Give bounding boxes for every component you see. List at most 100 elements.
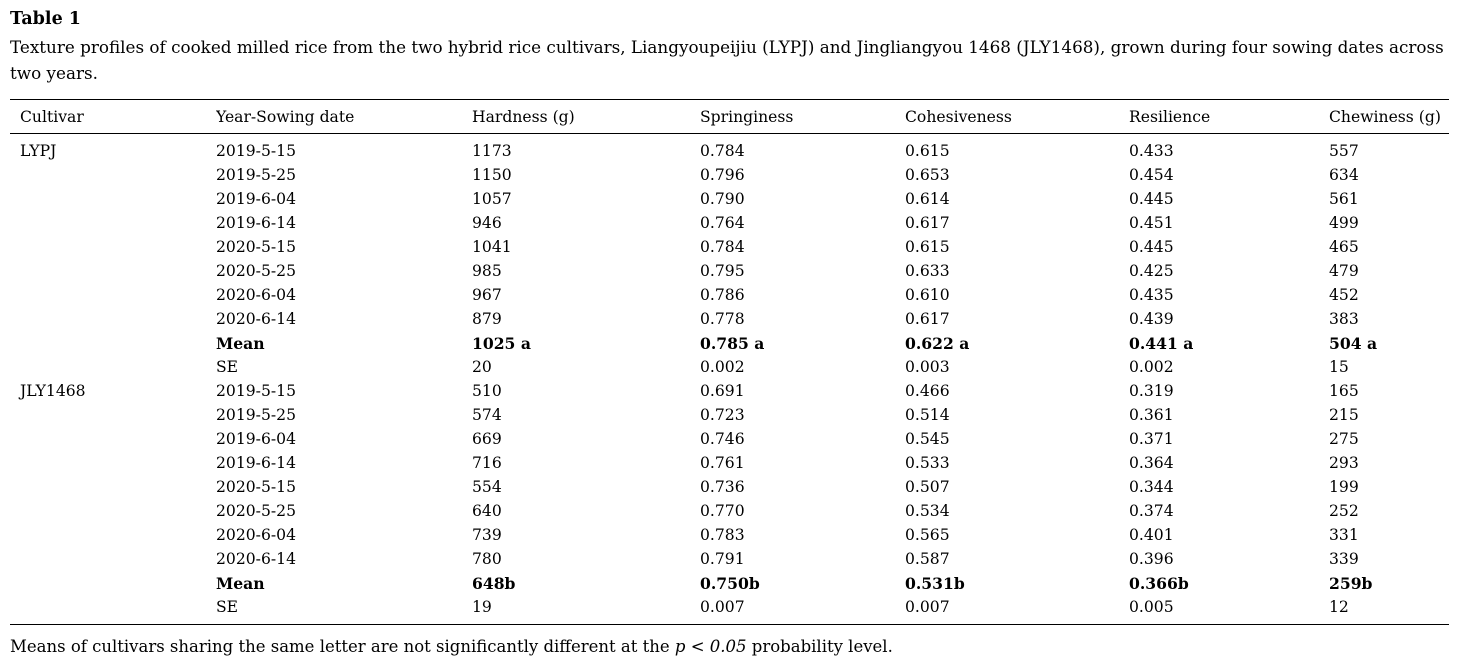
cell: 0.451 [1129, 214, 1174, 232]
cell: 275 [1329, 430, 1359, 448]
cell: 554 [472, 478, 502, 496]
cell: 0.785 a [700, 333, 765, 353]
column-header: Springiness [700, 107, 794, 126]
cell: 2020-6-14 [216, 550, 296, 568]
cell [10, 499, 216, 523]
table-row: 2019-6-14 946 0.764 0.617 0.451 499 [10, 211, 1449, 235]
cell: 0.441 a [1129, 333, 1194, 353]
cell: 0.533 [905, 454, 950, 472]
table-title: Table 1 [10, 9, 81, 29]
cell: 0.653 [905, 166, 950, 184]
cell: 452 [1329, 286, 1359, 304]
cell: 383 [1329, 310, 1359, 328]
cell [10, 283, 216, 307]
cell: 946 [472, 214, 502, 232]
cell: 0.007 [905, 598, 950, 616]
cell: 0.565 [905, 526, 950, 544]
table-row: SE 19 0.007 0.007 0.005 12 [10, 595, 1449, 625]
cell: 640 [472, 502, 502, 520]
cell: 0.445 [1129, 190, 1174, 208]
cell: 0.005 [1129, 598, 1174, 616]
cell: 1041 [472, 238, 512, 256]
cell: LYPJ [20, 142, 57, 160]
table-row: 2020-6-04 967 0.786 0.610 0.435 452 [10, 283, 1449, 307]
table-row: 2020-6-04 739 0.783 0.565 0.401 331 [10, 523, 1449, 547]
cell: 499 [1329, 214, 1359, 232]
cell: 0.002 [1129, 358, 1174, 376]
cell: 0.374 [1129, 502, 1174, 520]
cell: 985 [472, 262, 502, 280]
table-row: SE 20 0.002 0.003 0.002 15 [10, 355, 1449, 379]
cell: 0.344 [1129, 478, 1174, 496]
cell: 479 [1329, 262, 1359, 280]
cell: 0.783 [700, 526, 745, 544]
cell: 339 [1329, 550, 1359, 568]
cell [10, 235, 216, 259]
texture-profile-table: Cultivar Year-Sowing date Hardness (g) Spri… [10, 99, 1449, 625]
cell: 0.750b [700, 573, 760, 593]
cell: 0.746 [700, 430, 745, 448]
cell [10, 163, 216, 187]
cell: 259b [1329, 573, 1373, 593]
cell [10, 331, 216, 355]
cell: 2019-5-25 [216, 166, 296, 184]
cell: 716 [472, 454, 502, 472]
cell: 1150 [472, 166, 512, 184]
cell: 0.784 [700, 142, 745, 160]
cell [10, 211, 216, 235]
cell: 252 [1329, 502, 1359, 520]
cell: 2020-5-15 [216, 238, 296, 256]
column-header: Cultivar [20, 107, 84, 126]
cell: 879 [472, 310, 502, 328]
column-header: Year-Sowing date [216, 107, 355, 126]
cell: 0.435 [1129, 286, 1174, 304]
cell: 0.534 [905, 502, 950, 520]
table-row: 2020-5-15 554 0.736 0.507 0.344 199 [10, 475, 1449, 499]
cell: 504 a [1329, 333, 1378, 353]
cell: 2020-6-04 [216, 526, 296, 544]
cell: 2019-6-14 [216, 454, 296, 472]
cell: 739 [472, 526, 502, 544]
table-row: 2020-5-15 1041 0.784 0.615 0.445 465 [10, 235, 1449, 259]
cell: 0.514 [905, 406, 950, 424]
cell: 12 [1329, 598, 1349, 616]
cell: 0.366b [1129, 573, 1189, 593]
table-row: 2020-5-25 640 0.770 0.534 0.374 252 [10, 499, 1449, 523]
cell: 0.454 [1129, 166, 1174, 184]
cell: 0.361 [1129, 406, 1174, 424]
cell: 293 [1329, 454, 1359, 472]
cell: 19 [472, 598, 492, 616]
table-row: LYPJ 2019-5-15 1173 0.784 0.615 0.433 557 [10, 134, 1449, 164]
cell [10, 571, 216, 595]
cell: 0.371 [1129, 430, 1174, 448]
cell: 2020-5-15 [216, 478, 296, 496]
cell [10, 307, 216, 331]
cell: 0.691 [700, 382, 745, 400]
table-row: Mean 648b 0.750b 0.531b 0.366b 259b [10, 571, 1449, 595]
cell: 0.770 [700, 502, 745, 520]
header-row: Cultivar Year-Sowing date Hardness (g) Spri… [10, 100, 1449, 134]
cell: 465 [1329, 238, 1359, 256]
table-row: 2020-6-14 780 0.791 0.587 0.396 339 [10, 547, 1449, 571]
cell: 165 [1329, 382, 1359, 400]
cell: 967 [472, 286, 502, 304]
cell: 1173 [472, 142, 512, 160]
cell: 648b [472, 573, 516, 593]
cell: 0.439 [1129, 310, 1174, 328]
cell [10, 403, 216, 427]
table-row: 2019-5-25 574 0.723 0.514 0.361 215 [10, 403, 1449, 427]
cell [10, 523, 216, 547]
cell: 0.617 [905, 310, 950, 328]
table-row: Mean 1025 a 0.785 a 0.622 a 0.441 a 504 a [10, 331, 1449, 355]
cell: 561 [1329, 190, 1359, 208]
cell: 2020-6-04 [216, 286, 296, 304]
table-row: JLY1468 2019-5-15 510 0.691 0.466 0.319 165 [10, 379, 1449, 403]
cell: 2019-6-04 [216, 190, 296, 208]
cell: 1025 a [472, 333, 531, 353]
cell: 669 [472, 430, 502, 448]
cell: 0.364 [1129, 454, 1174, 472]
cell: 0.425 [1129, 262, 1174, 280]
cell: 574 [472, 406, 502, 424]
cell: 15 [1329, 358, 1349, 376]
cell: 0.531b [905, 573, 965, 593]
